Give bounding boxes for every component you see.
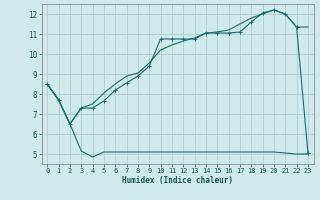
X-axis label: Humidex (Indice chaleur): Humidex (Indice chaleur) [122, 176, 233, 185]
